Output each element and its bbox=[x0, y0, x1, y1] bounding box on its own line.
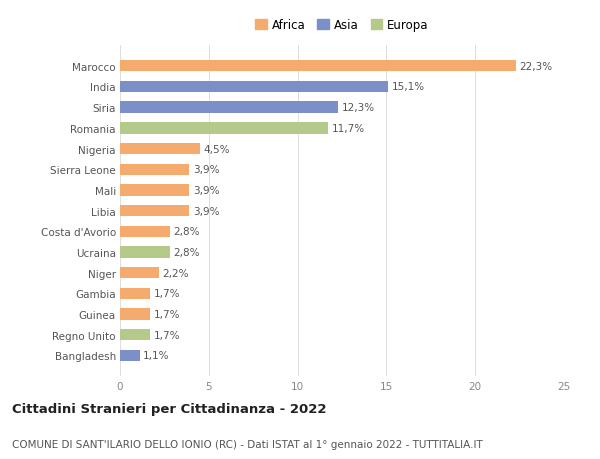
Text: 4,5%: 4,5% bbox=[203, 144, 230, 154]
Text: 22,3%: 22,3% bbox=[520, 62, 553, 72]
Text: COMUNE DI SANT'ILARIO DELLO IONIO (RC) - Dati ISTAT al 1° gennaio 2022 - TUTTITA: COMUNE DI SANT'ILARIO DELLO IONIO (RC) -… bbox=[12, 439, 483, 449]
Text: 1,7%: 1,7% bbox=[154, 330, 180, 340]
Bar bbox=[120, 164, 189, 175]
Bar bbox=[120, 102, 338, 113]
Text: 11,7%: 11,7% bbox=[331, 123, 364, 134]
Bar bbox=[120, 309, 150, 320]
Legend: Africa, Asia, Europa: Africa, Asia, Europa bbox=[251, 14, 433, 37]
Bar bbox=[120, 61, 516, 72]
Bar bbox=[120, 144, 200, 155]
Bar bbox=[120, 330, 150, 341]
Bar bbox=[120, 247, 170, 258]
Bar bbox=[120, 350, 140, 361]
Bar bbox=[120, 123, 328, 134]
Text: 1,1%: 1,1% bbox=[143, 351, 170, 361]
Text: 12,3%: 12,3% bbox=[342, 103, 375, 113]
Text: 2,8%: 2,8% bbox=[173, 227, 200, 237]
Bar bbox=[120, 185, 189, 196]
Text: 3,9%: 3,9% bbox=[193, 206, 220, 216]
Text: 1,7%: 1,7% bbox=[154, 309, 180, 319]
Text: 1,7%: 1,7% bbox=[154, 289, 180, 299]
Text: 3,9%: 3,9% bbox=[193, 165, 220, 175]
Bar bbox=[120, 226, 170, 237]
Bar bbox=[120, 206, 189, 217]
Text: 2,2%: 2,2% bbox=[163, 268, 189, 278]
Bar bbox=[120, 268, 159, 279]
Text: 2,8%: 2,8% bbox=[173, 247, 200, 257]
Bar bbox=[120, 288, 150, 299]
Bar bbox=[120, 82, 388, 93]
Text: 3,9%: 3,9% bbox=[193, 185, 220, 196]
Text: Cittadini Stranieri per Cittadinanza - 2022: Cittadini Stranieri per Cittadinanza - 2… bbox=[12, 403, 326, 415]
Text: 15,1%: 15,1% bbox=[392, 82, 425, 92]
